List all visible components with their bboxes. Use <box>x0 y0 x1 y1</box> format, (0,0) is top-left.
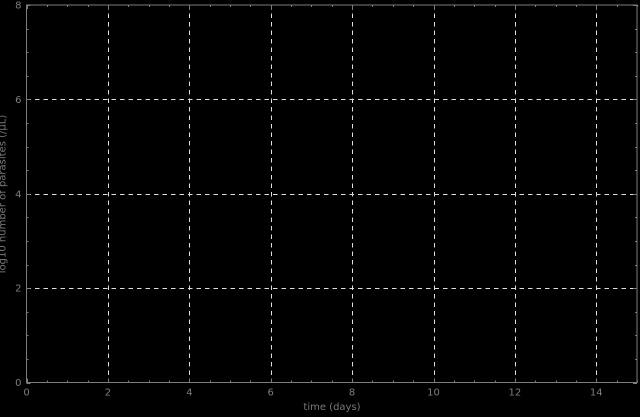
y-axis-label: log10 number of parasites (/μL) <box>0 114 9 274</box>
x-tick-label: 8 <box>349 388 355 399</box>
x-tick-label: 6 <box>268 388 274 399</box>
y-tick-label: 8 <box>15 1 21 12</box>
x-tick-label: 0 <box>23 388 29 399</box>
x-tick-label: 4 <box>186 388 192 399</box>
x-axis-label: time (days) <box>303 402 361 413</box>
y-tick-label: 4 <box>15 189 21 200</box>
y-tick-label: 6 <box>15 95 21 106</box>
x-tick-label: 10 <box>427 388 440 399</box>
y-tick-label: 2 <box>15 284 21 295</box>
x-tick-label: 12 <box>509 388 522 399</box>
y-tick-label: 0 <box>15 378 21 389</box>
x-tick-label: 2 <box>105 388 111 399</box>
x-tick-label: 14 <box>590 388 603 399</box>
plot-frame <box>26 4 638 383</box>
